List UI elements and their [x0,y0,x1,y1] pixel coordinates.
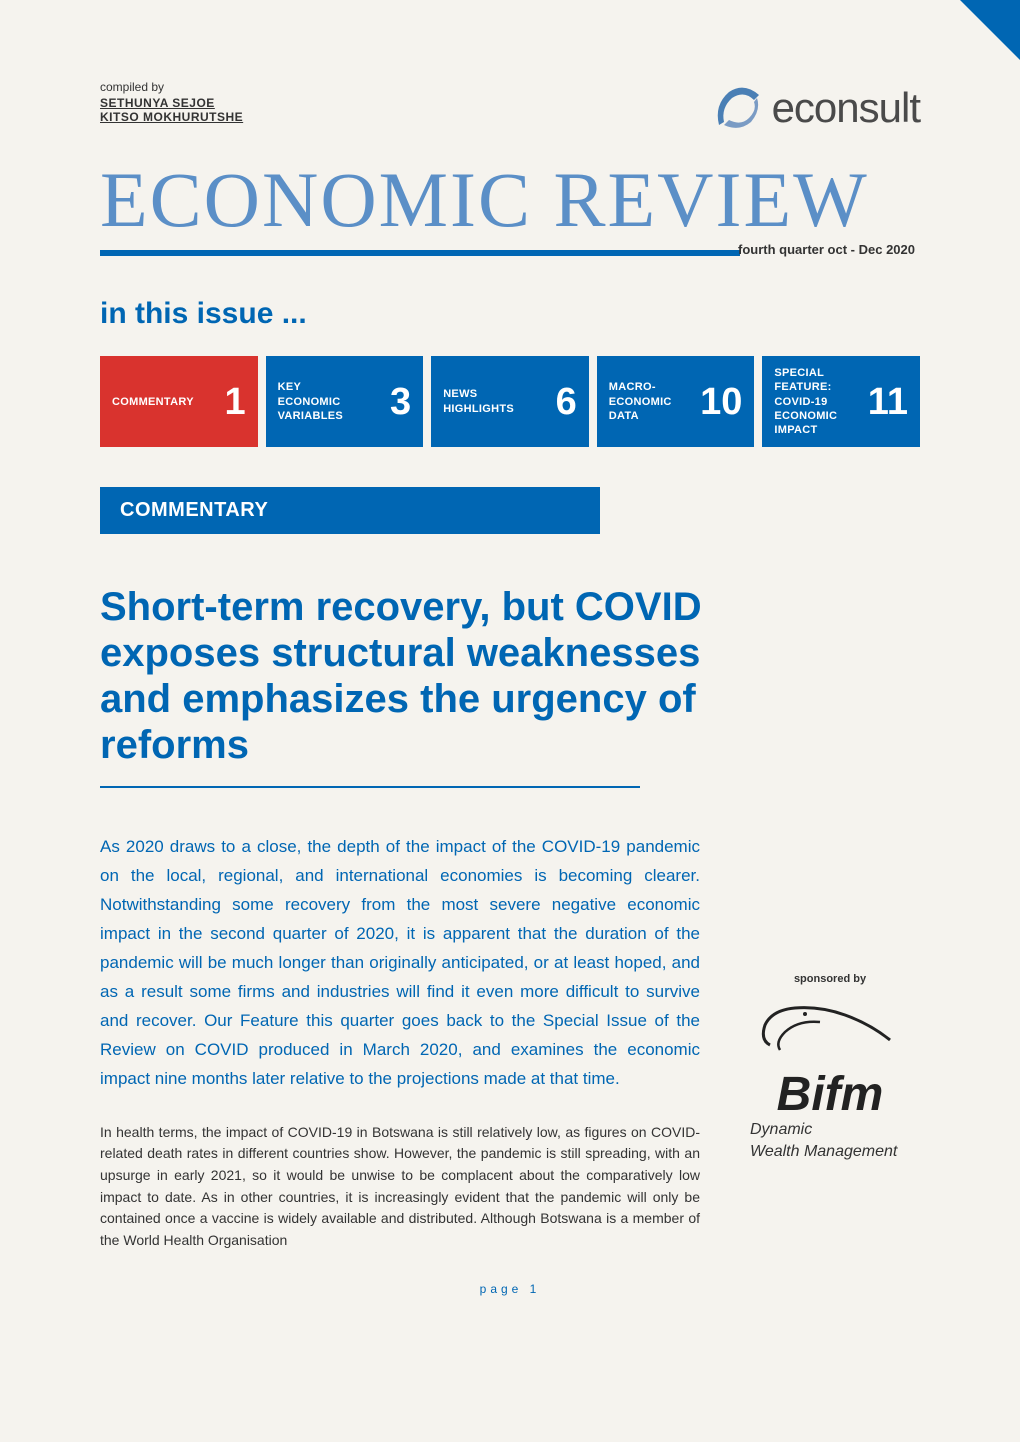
sponsor-tagline-2: Wealth Management [740,1143,920,1161]
article-title-underline [100,786,640,788]
article: Short-term recovery, but COVID exposes s… [0,534,1020,1251]
article-text-column: As 2020 draws to a close, the depth of t… [100,833,700,1251]
issue-heading: in this issue ... [100,297,920,331]
sponsor-name: Bifm [740,1073,920,1116]
toc-label: MACRO- ECONOMIC DATA [609,380,672,423]
title-section: ECONOMIC REVIEW fourth quarter oct - Dec… [0,135,1020,257]
page-number: page 1 [0,1252,1020,1316]
publisher-logo: econsult [709,80,920,135]
compiled-by-label: compiled by [100,80,243,94]
sponsor-logo [740,1000,920,1065]
lead-paragraph: As 2020 draws to a close, the depth of t… [100,833,700,1093]
compiled-by-block: compiled by SETHUNYA SEJOE KITSO MOKHURU… [100,80,243,124]
toc-page-number: 11 [868,383,908,421]
author-name-2: KITSO MOKHURUTSHE [100,110,243,124]
article-body: As 2020 draws to a close, the depth of t… [100,833,920,1251]
table-of-contents: COMMENTARY 1 KEY ECONOMIC VARIABLES 3 NE… [100,356,920,447]
toc-item-macro: MACRO- ECONOMIC DATA 10 [597,356,755,447]
in-this-issue-section: in this issue ... COMMENTARY 1 KEY ECONO… [0,257,1020,447]
article-title: Short-term recovery, but COVID exposes s… [100,584,720,768]
toc-label: COMMENTARY [112,395,194,409]
page: compiled by SETHUNYA SEJOE KITSO MOKHURU… [0,0,1020,1442]
toc-item-commentary: COMMENTARY 1 [100,356,258,447]
corner-decoration [960,0,1020,60]
toc-page-number: 3 [390,383,411,421]
toc-item-news: NEWS HIGHLIGHTS 6 [431,356,589,447]
section-heading-bar: COMMENTARY [100,487,600,534]
header: compiled by SETHUNYA SEJOE KITSO MOKHURU… [0,0,1020,135]
sponsor-block: sponsored by Bifm Dynamic Wealth Managem… [740,833,920,1251]
toc-label: NEWS HIGHLIGHTS [443,387,514,416]
author-name-1: SETHUNYA SEJOE [100,96,243,110]
econsult-logo-icon [709,80,764,135]
toc-page-number: 1 [224,383,245,421]
toc-item-variables: KEY ECONOMIC VARIABLES 3 [266,356,424,447]
toc-label: KEY ECONOMIC VARIABLES [278,380,343,423]
toc-page-number: 6 [556,383,577,421]
sponsor-tagline-1: Dynamic [740,1121,920,1139]
toc-page-number: 10 [700,383,742,421]
toc-item-feature: SPECIAL FEATURE: COVID-19 ECONOMIC IMPAC… [762,356,920,447]
publication-title: ECONOMIC REVIEW [100,155,920,245]
toc-label: SPECIAL FEATURE: COVID-19 ECONOMIC IMPAC… [774,366,867,437]
publisher-logo-text: econsult [772,84,920,132]
body-paragraph: In health terms, the impact of COVID-19 … [100,1122,700,1252]
sponsor-label: sponsored by [740,973,920,985]
